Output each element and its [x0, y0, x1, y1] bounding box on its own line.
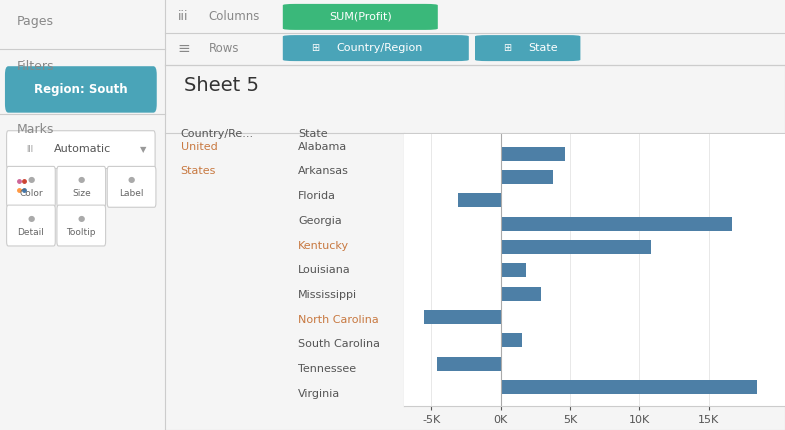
FancyBboxPatch shape [6, 131, 155, 169]
Text: ●: ● [27, 214, 35, 223]
Bar [501, 263, 526, 277]
Text: ≡: ≡ [177, 41, 190, 56]
Text: Filters: Filters [16, 60, 54, 73]
Text: United: United [181, 142, 217, 152]
Bar [501, 240, 651, 254]
FancyBboxPatch shape [108, 166, 156, 207]
Bar [501, 170, 553, 184]
Bar [501, 217, 732, 230]
Text: ▼: ▼ [141, 145, 147, 154]
Text: iii: iii [177, 10, 188, 23]
Text: Georgia: Georgia [298, 216, 342, 226]
Text: Size: Size [72, 190, 90, 198]
Bar [501, 380, 758, 394]
Text: Columns: Columns [208, 10, 260, 23]
Text: SUM(Profit): SUM(Profit) [329, 12, 392, 22]
Text: ⊞: ⊞ [311, 43, 319, 53]
Text: ●: ● [78, 214, 85, 223]
Text: ⊞: ⊞ [503, 43, 511, 53]
Text: South Carolina: South Carolina [298, 339, 380, 350]
FancyBboxPatch shape [283, 35, 469, 61]
Text: Florida: Florida [298, 191, 336, 201]
Text: Pages: Pages [16, 15, 53, 28]
Text: North Carolina: North Carolina [298, 315, 379, 325]
Bar [501, 287, 541, 301]
FancyBboxPatch shape [475, 35, 580, 61]
Text: Automatic: Automatic [54, 144, 111, 154]
Text: ●: ● [27, 175, 35, 184]
FancyBboxPatch shape [5, 66, 157, 113]
Text: ●: ● [78, 175, 85, 184]
Text: Alabama: Alabama [298, 142, 348, 152]
Text: Country/Re...: Country/Re... [181, 129, 254, 139]
Text: Region: South: Region: South [34, 83, 128, 96]
Text: Country/Region: Country/Region [336, 43, 422, 53]
Text: Kentucky: Kentucky [298, 241, 349, 251]
FancyBboxPatch shape [283, 4, 438, 30]
Text: State: State [298, 129, 328, 139]
Text: States: States [181, 166, 216, 176]
FancyBboxPatch shape [57, 205, 106, 246]
Text: Mississippi: Mississippi [298, 290, 357, 300]
Bar [501, 147, 564, 161]
Text: Label: Label [119, 190, 144, 198]
Bar [458, 194, 501, 207]
Text: lll: lll [26, 145, 33, 154]
Text: Arkansas: Arkansas [298, 166, 349, 176]
Text: Louisiana: Louisiana [298, 265, 351, 275]
Text: ●: ● [128, 175, 135, 184]
Text: Rows: Rows [208, 42, 239, 55]
Text: Sheet 5: Sheet 5 [184, 76, 258, 95]
FancyBboxPatch shape [57, 166, 106, 207]
Bar [425, 310, 501, 324]
Text: Tooltip: Tooltip [67, 228, 96, 237]
Text: Marks: Marks [16, 123, 54, 135]
Text: State: State [529, 43, 558, 53]
FancyBboxPatch shape [6, 166, 55, 207]
Text: Tennessee: Tennessee [298, 364, 356, 374]
Text: Color: Color [19, 190, 42, 198]
Text: Virginia: Virginia [298, 389, 341, 399]
FancyBboxPatch shape [6, 205, 55, 246]
Text: Detail: Detail [17, 228, 45, 237]
Bar [437, 356, 501, 371]
Bar [501, 333, 521, 347]
